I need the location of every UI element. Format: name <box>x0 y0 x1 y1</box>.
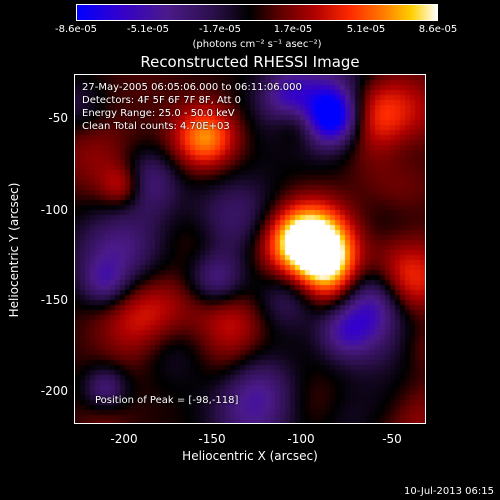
detectors-text: Detectors: 4F 5F 6F 7F 8F, Att 0 <box>82 95 242 106</box>
reconstructed-image-map <box>75 75 425 423</box>
x-tick-label: -100 <box>287 432 315 446</box>
plot-timestamp: 10-Jul-2013 06:15 <box>403 486 494 497</box>
y-tick-label: -200 <box>40 384 68 398</box>
image-title: Reconstructed RHESSI Image <box>140 53 360 71</box>
time-range-text: 27-May-2005 06:05:06.000 to 06:11:06.000 <box>82 82 302 93</box>
y-tick-label: -100 <box>40 203 68 217</box>
y-tick-label: -150 <box>40 293 68 307</box>
y-axis-label: Heliocentric Y (arcsec) <box>7 182 21 318</box>
colorbar-tick-label: 8.6e-05 <box>418 24 458 35</box>
x-axis-label: Heliocentric X (arcsec) <box>182 449 318 463</box>
colorbar-tick-label: -5.1e-05 <box>127 24 169 35</box>
colorbar <box>76 4 438 21</box>
x-tick-label: -150 <box>198 432 226 446</box>
colorbar-tick-label: -1.7e-05 <box>199 24 241 35</box>
image-plot <box>74 74 426 424</box>
colorbar-tick-label: -8.6e-05 <box>55 24 97 35</box>
x-tick-label: -50 <box>382 432 402 446</box>
clean-counts-text: Clean Total counts: 4.70E+03 <box>82 121 230 132</box>
x-tick-label: -200 <box>110 432 138 446</box>
colorbar-units: (photons cm⁻² s⁻¹ asec⁻²) <box>192 39 322 50</box>
y-tick-label: -50 <box>48 111 68 125</box>
peak-position-text: Position of Peak = [-98,-118] <box>95 395 239 406</box>
colorbar-gradient <box>77 5 437 20</box>
colorbar-tick-label: 1.7e-05 <box>273 24 313 35</box>
colorbar-tick-label: 5.1e-05 <box>346 24 386 35</box>
energy-range-text: Energy Range: 25.0 - 50.0 keV <box>82 108 235 119</box>
